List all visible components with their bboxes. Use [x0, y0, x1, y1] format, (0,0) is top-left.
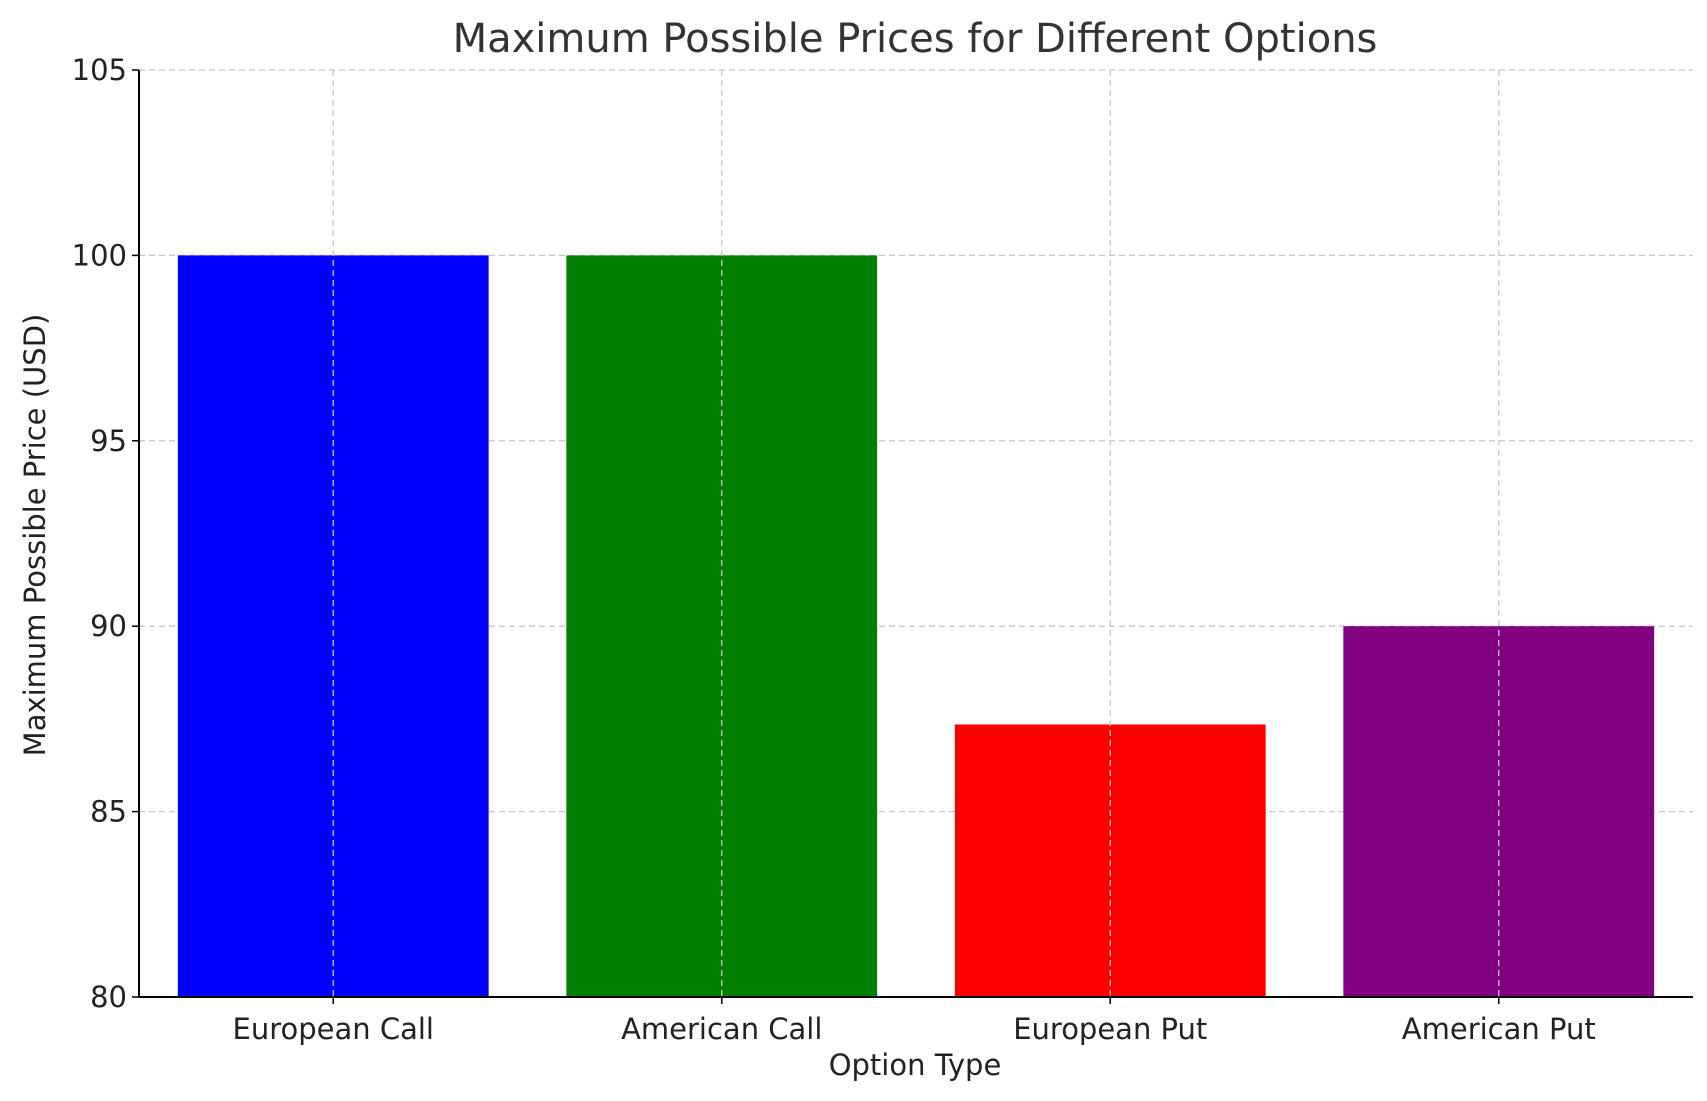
vertical-grid-lines: [332, 70, 1500, 997]
y-tick-label: 80: [90, 980, 127, 1014]
y-tick-label: 100: [72, 238, 127, 272]
axes: [138, 70, 1693, 998]
x-axis-label: Option Type: [829, 1048, 1002, 1082]
chart-title: Maximum Possible Prices for Different Op…: [453, 16, 1378, 62]
y-axis-label: Maximum Possible Price (USD): [18, 314, 52, 757]
y-tick-label: 105: [72, 53, 127, 87]
x-tick-label: European Call: [233, 1012, 435, 1046]
y-tick-label: 85: [90, 795, 127, 829]
y-tick-label: 95: [90, 424, 127, 458]
y-ticks: 80 85 90 95 100 105: [72, 53, 139, 1014]
x-ticks: European Call American Call European Put Am…: [233, 997, 1596, 1046]
y-tick-label: 90: [90, 609, 127, 643]
x-tick-label: American Put: [1402, 1012, 1596, 1046]
x-tick-label: American Call: [621, 1012, 822, 1046]
x-tick-label: European Put: [1013, 1012, 1207, 1046]
